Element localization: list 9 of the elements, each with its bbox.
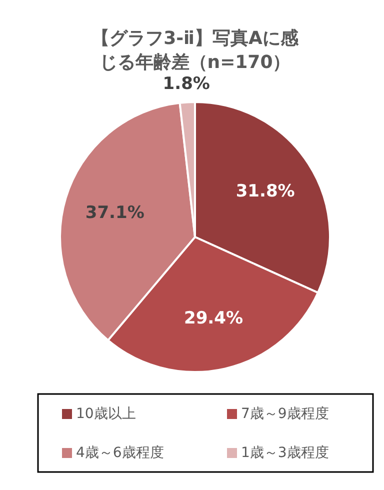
- data-label: 29.4%: [184, 308, 243, 329]
- legend-label: 10歳以上: [76, 406, 136, 422]
- legend-label: 7歳～9歳程度: [241, 406, 329, 422]
- legend-label: 1歳～3歳程度: [241, 445, 329, 461]
- chart-title: 【グラフ3-ⅱ】写真Aに感じる年齢差（n=170）: [92, 28, 300, 73]
- legend-label: 4歳～6歳程度: [76, 445, 164, 461]
- data-label: 1.8%: [162, 74, 210, 94]
- data-label: 37.1%: [85, 202, 144, 223]
- data-label: 31.8%: [236, 182, 295, 202]
